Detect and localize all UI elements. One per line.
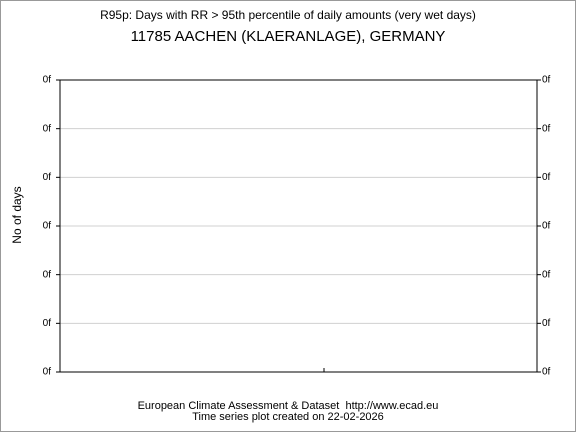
y-tick-label: 0f — [43, 172, 52, 183]
y2-tick-label: 0f — [542, 318, 551, 329]
y-tick-label: 0f — [43, 269, 52, 280]
y2-tick-label: 0f — [542, 172, 551, 183]
y-tick-label: 0f — [43, 75, 52, 86]
y-tick-label: 0f — [43, 318, 52, 329]
created-note: Time series plot created on 22-02-2026 — [192, 411, 384, 423]
plot-area — [59, 79, 538, 373]
chart-title: R95p: Days with RR > 95th percentile of … — [100, 8, 476, 22]
y2-tick-label: 0f — [542, 221, 551, 232]
y2-tick-label: 0f — [542, 75, 551, 86]
y2-tick-label: 0f — [542, 367, 551, 378]
y2-tick-label: 0f — [542, 269, 551, 280]
chart-subtitle: 11785 AACHEN (KLAERANLAGE), GERMANY — [131, 28, 446, 45]
y-tick-label: 0f — [43, 123, 52, 134]
source-note: European Climate Assessment & Dataset ht… — [138, 400, 439, 412]
y-tick-label: 0f — [43, 221, 52, 232]
y2-tick-label: 0f — [542, 123, 551, 134]
y-axis-label: No of days — [10, 186, 24, 243]
y-tick-label: 0f — [43, 367, 52, 378]
